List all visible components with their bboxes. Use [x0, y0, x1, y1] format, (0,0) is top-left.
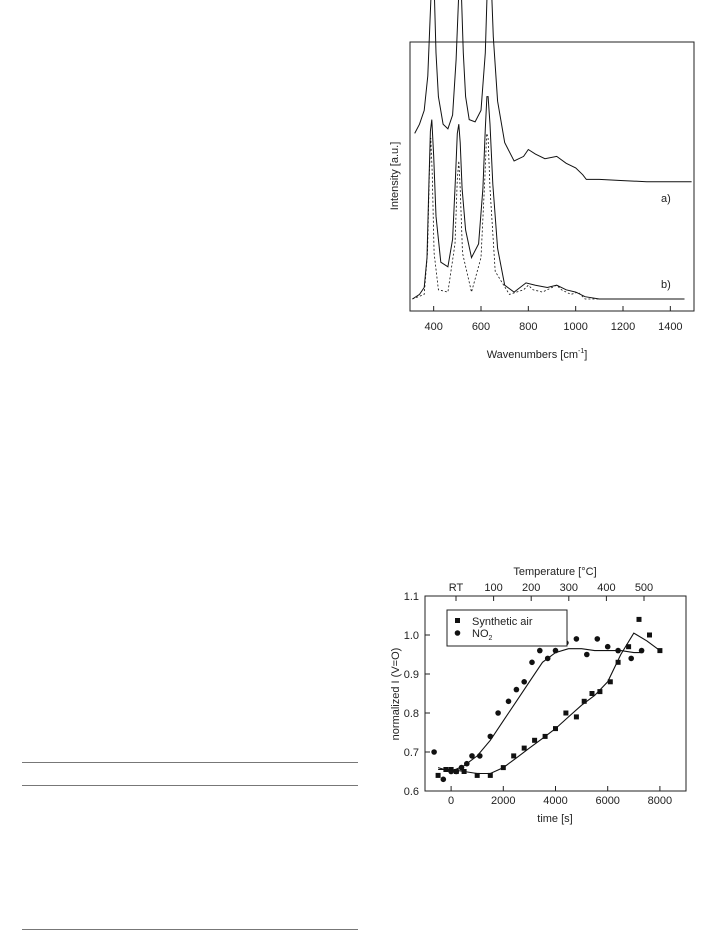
- no2-point: [448, 768, 454, 775]
- synthetic-air-point: [474, 772, 480, 778]
- fit-line-2: [437, 648, 642, 773]
- series-label-b: b): [661, 279, 671, 291]
- temperature-axis-label: Temperature [°C]: [513, 566, 596, 578]
- intensity-y-tick-label: 0.7: [404, 747, 419, 759]
- time-x-tick-label: 8000: [648, 795, 672, 807]
- no2-point: [573, 636, 580, 642]
- spectra-plot-frame: [409, 41, 695, 312]
- intensity-axis-ticks: 0 2000 4000 6000 8000 0.6 0.7 0.8 0.9 1.0 1.1 RT 100…: [404, 582, 672, 807]
- synthetic-air-point: [626, 644, 632, 650]
- no2-point: [537, 647, 543, 654]
- intensity-y-tick-label: 1.0: [404, 630, 419, 642]
- rule-2: [22, 785, 358, 786]
- synthetic-air-point: [636, 616, 642, 622]
- no2-point: [513, 686, 520, 693]
- synthetic-air-point: [657, 648, 663, 654]
- legend-box: [446, 609, 568, 647]
- synthetic-air-point: [511, 753, 517, 759]
- legend-label-synthetic-air: Synthetic air: [472, 616, 533, 628]
- synthetic-air-point: [581, 698, 587, 704]
- time-x-tick-label: 4000: [543, 795, 567, 807]
- intensity-y-tick-label: 0.6: [404, 786, 419, 798]
- synthetic-air-point: [532, 737, 538, 743]
- spectra-x-ticks: 400 600 800 1000 1200 1400: [424, 306, 683, 333]
- legend-circle-marker: [454, 630, 461, 636]
- spectra-x-tick-label: 600: [472, 321, 490, 333]
- temperature-tick-label: RT: [449, 582, 464, 594]
- spectra-x-tick-label: 1200: [611, 321, 635, 333]
- time-x-tick-label: 6000: [595, 795, 619, 807]
- spectra-x-tick-label: 800: [519, 321, 537, 333]
- no2-point: [458, 764, 465, 771]
- no2-point: [544, 655, 551, 662]
- intensity-chart: 0 2000 4000 6000 8000 0.6 0.7 0.8 0.9 1.0 1.1 RT 100…: [390, 566, 687, 825]
- rule-1: [22, 762, 358, 763]
- synthetic-air-point: [443, 767, 449, 772]
- legend-label-no2: NO2: [472, 628, 493, 642]
- temperature-tick-label: 400: [597, 582, 615, 594]
- time-axis-label: time [s]: [537, 813, 572, 825]
- spectra-chart: 400 600 800 1000 1200 1400 Intensity [a.u.] W…: [389, 0, 695, 361]
- no2-point: [440, 776, 447, 783]
- no2-point: [584, 651, 590, 658]
- intensity-fit-lines: [437, 632, 661, 775]
- spectrum-line-1: [414, 0, 692, 183]
- spectra-x-tick-label: 1400: [658, 321, 682, 333]
- series-label-a: a): [661, 193, 671, 205]
- no2-point: [638, 647, 645, 654]
- temperature-tick-label: 300: [560, 582, 578, 594]
- intensity-y-tick-label: 0.9: [404, 669, 419, 681]
- spectra-y-axis-label: Intensity [a.u.]: [389, 142, 401, 210]
- temperature-tick-label: 500: [635, 582, 653, 594]
- synthetic-air-point: [563, 710, 569, 716]
- no2-point: [521, 679, 527, 685]
- intensity-y-tick-label: 1.1: [404, 591, 419, 603]
- no2-point: [615, 647, 621, 654]
- legend-square-marker: [455, 618, 460, 623]
- temperature-tick-label: 200: [522, 582, 540, 594]
- temperature-tick-label: 100: [484, 582, 502, 594]
- synthetic-air-point: [500, 765, 506, 771]
- time-x-tick-label: 0: [448, 795, 454, 807]
- no2-point: [453, 768, 460, 775]
- no2-point: [604, 643, 611, 650]
- no2-point: [628, 655, 634, 662]
- no2-point: [469, 753, 475, 759]
- intensity-y-axis-label: normalized I (V=O): [390, 648, 402, 741]
- no2-point: [487, 733, 494, 740]
- intensity-data-points: [431, 616, 663, 783]
- synthetic-air-point: [461, 769, 467, 774]
- no2-point: [431, 749, 437, 755]
- fit-line-1: [438, 632, 661, 775]
- spectra-x-tick-label: 400: [424, 321, 442, 333]
- spectrum-line-3: [412, 133, 685, 300]
- rule-3: [22, 929, 358, 930]
- spectra-series: [412, 0, 692, 300]
- no2-point: [529, 659, 535, 666]
- legend: Synthetic air NO2: [446, 609, 568, 647]
- spectra-x-axis-label: Wavenumbers [cm-1]: [487, 348, 588, 361]
- synthetic-air-point: [647, 632, 652, 638]
- no2-point: [495, 710, 501, 716]
- synthetic-air-point: [542, 733, 548, 739]
- synthetic-air-point: [615, 659, 621, 665]
- synthetic-air-point: [597, 689, 603, 695]
- synthetic-air-point: [573, 714, 579, 720]
- no2-point: [477, 753, 483, 759]
- synthetic-air-point: [607, 679, 613, 685]
- spectrum-line-2: [412, 96, 685, 300]
- synthetic-air-point: [553, 726, 558, 732]
- no2-point: [594, 636, 601, 642]
- synthetic-air-point: [589, 691, 595, 696]
- spectra-x-tick-label: 1000: [563, 321, 587, 333]
- time-x-tick-label: 2000: [491, 795, 515, 807]
- no2-point: [464, 760, 470, 767]
- synthetic-air-point: [487, 772, 493, 778]
- no2-point: [552, 647, 559, 654]
- synthetic-air-point: [435, 772, 441, 778]
- no2-point: [505, 698, 512, 705]
- synthetic-air-point: [521, 745, 527, 751]
- intensity-y-tick-label: 0.8: [404, 708, 419, 720]
